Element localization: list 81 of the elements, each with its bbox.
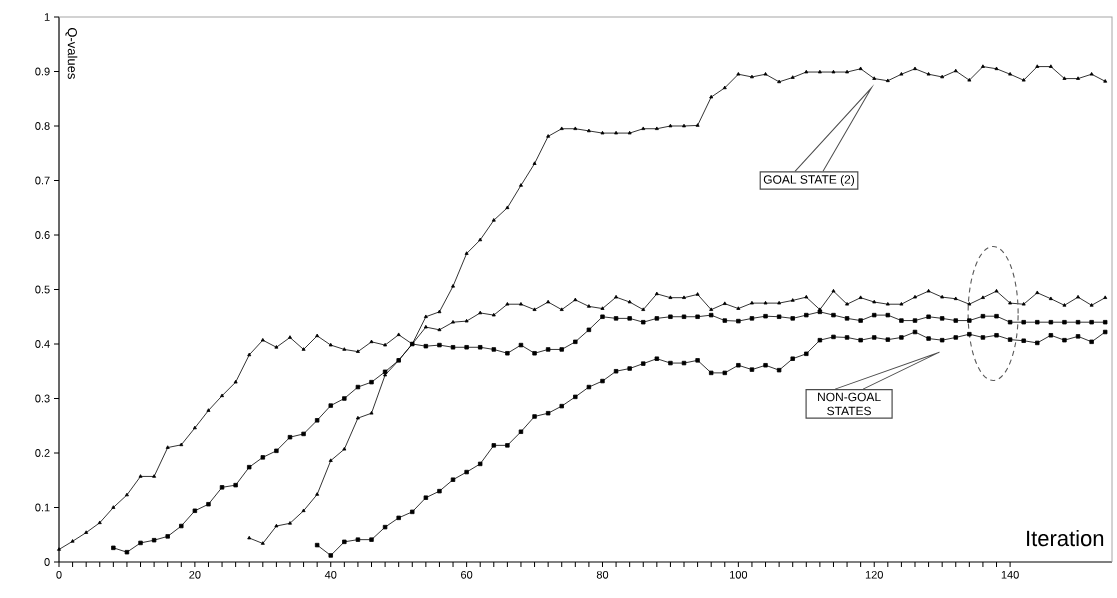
point: [573, 394, 578, 400]
point: [532, 414, 537, 419]
y-tick-label: 0.1: [35, 503, 50, 512]
point: [342, 539, 347, 545]
point: [1035, 340, 1040, 346]
x-axis-title: Iteration: [1027, 530, 1104, 547]
point: [885, 337, 891, 342]
y-tick-label: 0.5: [35, 285, 50, 294]
y-tick-label: 1: [44, 13, 50, 21]
point: [763, 363, 768, 368]
point: [736, 363, 741, 368]
y-tick-label: 0.7: [35, 176, 50, 185]
y-tick-label: 0.8: [35, 122, 50, 130]
point: [1021, 338, 1026, 343]
point: [899, 335, 904, 340]
point: [328, 553, 333, 558]
point: [464, 469, 469, 475]
x-tick-label: 0: [56, 570, 62, 579]
y-tick-label: 0.3: [35, 394, 50, 403]
y-tick-label: 0: [44, 558, 50, 566]
x-tick-label: 120: [865, 570, 883, 579]
point: [831, 334, 836, 340]
x-tick-label: 100: [730, 570, 748, 579]
point: [450, 477, 456, 482]
y-tick-label: 0.9: [35, 67, 50, 76]
point: [423, 495, 429, 500]
point: [844, 335, 850, 340]
point: [559, 403, 564, 409]
point: [790, 356, 795, 361]
point: [926, 336, 931, 341]
point: [967, 331, 972, 337]
point: [994, 333, 999, 338]
point: [314, 542, 320, 548]
y-tick-label: 0.6: [35, 231, 50, 239]
point: [858, 337, 863, 343]
point: [437, 488, 442, 494]
point: [491, 443, 496, 448]
point: [654, 356, 660, 361]
point: [722, 370, 727, 376]
point: [695, 358, 700, 363]
point: [980, 335, 986, 340]
point: [641, 361, 646, 366]
point: [369, 537, 374, 542]
x-tick-label: 60: [461, 570, 473, 579]
point: [817, 337, 823, 343]
point: [627, 366, 632, 371]
point: [613, 369, 619, 374]
point: [396, 515, 401, 521]
point: [1062, 337, 1067, 343]
y-tick-label: 0.4: [35, 340, 50, 348]
x-tick-label: 140: [1001, 570, 1019, 579]
point: [749, 367, 755, 372]
point: [586, 384, 592, 390]
point: [518, 429, 524, 434]
annotation: NON-GOAL STATES: [818, 392, 881, 416]
point: [1089, 339, 1094, 345]
y-axis-title: Q-values: [65, 27, 78, 79]
point: [1048, 333, 1054, 338]
point: [410, 509, 415, 515]
point: [872, 335, 877, 340]
x-tick-label: 80: [596, 570, 609, 579]
point: [545, 411, 551, 416]
point: [505, 443, 510, 448]
point: [668, 360, 673, 366]
x-tick-label: 40: [324, 570, 337, 579]
annotation: GOAL STATE (2): [763, 174, 855, 187]
point: [681, 360, 687, 366]
point: [600, 378, 605, 384]
point: [478, 461, 483, 467]
point: [776, 367, 782, 373]
y-tick-label: 0.2: [35, 449, 50, 457]
point: [355, 537, 361, 542]
point: [1007, 337, 1013, 342]
point: [382, 524, 388, 530]
point: [939, 337, 945, 343]
point: [804, 351, 809, 357]
point: [708, 370, 714, 376]
point: [1075, 334, 1081, 339]
point: [1103, 329, 1108, 335]
point: [953, 335, 958, 340]
x-tick-label: 20: [189, 570, 201, 579]
